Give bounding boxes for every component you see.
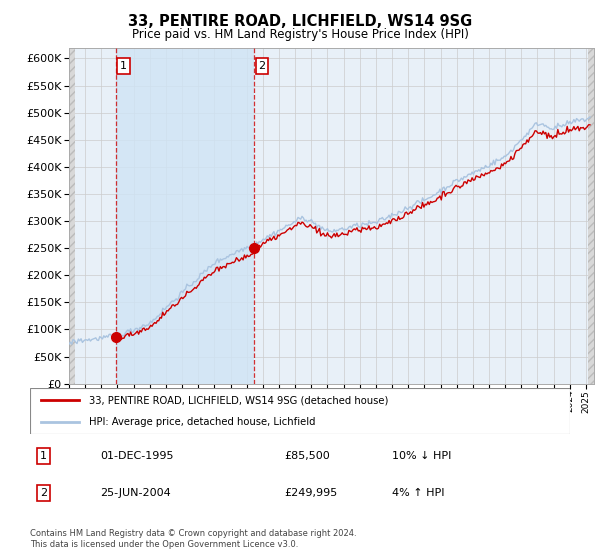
Text: 1: 1 <box>40 451 47 461</box>
Text: 4% ↑ HPI: 4% ↑ HPI <box>392 488 444 498</box>
Text: 10% ↓ HPI: 10% ↓ HPI <box>392 451 451 461</box>
Text: HPI: Average price, detached house, Lichfield: HPI: Average price, detached house, Lich… <box>89 417 316 427</box>
Text: 01-DEC-1995: 01-DEC-1995 <box>100 451 174 461</box>
Text: 25-JUN-2004: 25-JUN-2004 <box>100 488 171 498</box>
FancyBboxPatch shape <box>30 388 570 434</box>
Text: 33, PENTIRE ROAD, LICHFIELD, WS14 9SG: 33, PENTIRE ROAD, LICHFIELD, WS14 9SG <box>128 14 472 29</box>
Text: 1: 1 <box>120 61 127 71</box>
Text: 33, PENTIRE ROAD, LICHFIELD, WS14 9SG (detached house): 33, PENTIRE ROAD, LICHFIELD, WS14 9SG (d… <box>89 395 389 405</box>
Bar <box>587 48 594 384</box>
Bar <box>116 48 254 384</box>
Bar <box>69 48 76 384</box>
Text: £85,500: £85,500 <box>284 451 329 461</box>
Text: 2: 2 <box>40 488 47 498</box>
Text: £249,995: £249,995 <box>284 488 337 498</box>
Text: 2: 2 <box>259 61 266 71</box>
Text: Price paid vs. HM Land Registry's House Price Index (HPI): Price paid vs. HM Land Registry's House … <box>131 28 469 41</box>
Text: Contains HM Land Registry data © Crown copyright and database right 2024.
This d: Contains HM Land Registry data © Crown c… <box>30 529 356 549</box>
